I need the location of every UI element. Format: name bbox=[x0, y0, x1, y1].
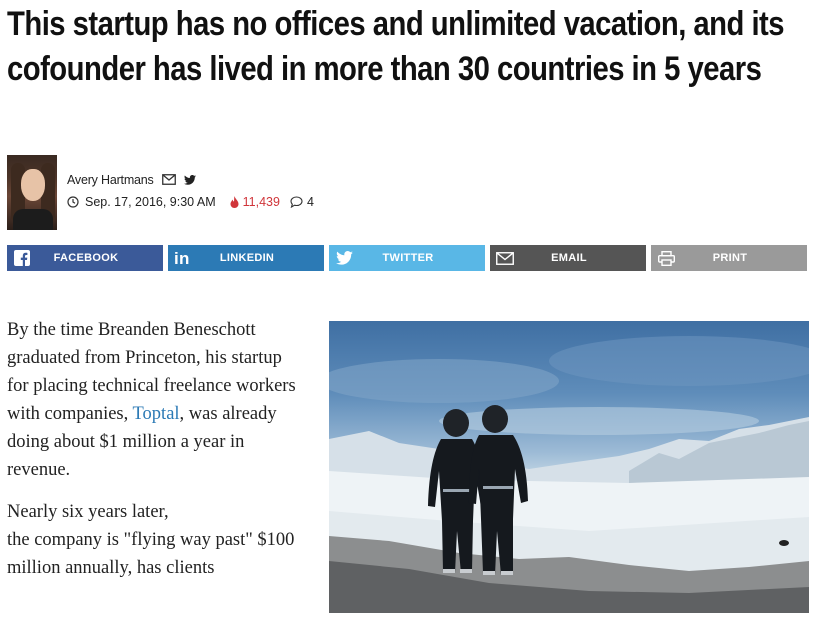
article-body: By the time Breanden Beneschott graduate… bbox=[7, 316, 307, 596]
paragraph-2: Nearly six years later, the company is "f… bbox=[7, 498, 307, 582]
article-photo[interactable] bbox=[329, 321, 809, 613]
article-headline: This startup has no offices and unlimite… bbox=[7, 5, 785, 88]
share-twitter-button[interactable]: TWITTER bbox=[329, 245, 485, 271]
publish-date: Sep. 17, 2016, 9:30 AM bbox=[85, 194, 216, 209]
twitter-bird-icon[interactable] bbox=[183, 174, 196, 185]
share-email-button[interactable]: EMAIL bbox=[490, 245, 646, 271]
comment-count[interactable]: 4 bbox=[290, 195, 314, 209]
printer-icon bbox=[651, 245, 681, 271]
twitter-icon bbox=[329, 245, 359, 271]
flame-icon bbox=[230, 195, 239, 208]
svg-text:in: in bbox=[174, 250, 190, 266]
clock-icon bbox=[67, 195, 79, 208]
share-bar: FACEBOOK in LINKEDIN TWITTER EMAIL PRINT bbox=[7, 245, 807, 271]
toptal-link[interactable]: Toptal bbox=[132, 404, 180, 424]
share-facebook-label: FACEBOOK bbox=[53, 252, 119, 264]
facebook-icon bbox=[7, 245, 37, 271]
view-count-value: 11,439 bbox=[242, 194, 280, 209]
paragraph-1: By the time Breanden Beneschott graduate… bbox=[7, 316, 307, 484]
share-twitter-label: TWITTER bbox=[382, 252, 434, 264]
paragraph-1-text-end: , was already doing about $1 million a y… bbox=[7, 404, 277, 480]
paragraph-1-text: By the time Breanden Beneschott graduate… bbox=[7, 320, 296, 424]
mail-icon[interactable] bbox=[161, 174, 176, 185]
share-email-label: EMAIL bbox=[551, 252, 587, 264]
share-linkedin-button[interactable]: in LINKEDIN bbox=[168, 245, 324, 271]
comment-count-value: 4 bbox=[306, 194, 314, 209]
paragraph-2-text: the company is "flying way past" $100 mi… bbox=[7, 530, 295, 578]
author-name[interactable]: Avery Hartmans bbox=[67, 172, 154, 187]
linkedin-icon: in bbox=[168, 245, 198, 271]
share-facebook-button[interactable]: FACEBOOK bbox=[7, 245, 163, 271]
share-linkedin-label: LINKEDIN bbox=[219, 252, 275, 264]
view-count: 11,439 bbox=[230, 195, 280, 209]
share-print-button[interactable]: PRINT bbox=[651, 245, 807, 271]
envelope-icon bbox=[490, 245, 520, 271]
author-byline: Avery Hartmans Sep. 17, 2016, 9:30 AM 11… bbox=[67, 171, 314, 210]
comment-bubble-icon bbox=[290, 195, 303, 208]
author-avatar[interactable] bbox=[7, 155, 57, 230]
share-print-label: PRINT bbox=[712, 252, 748, 264]
paragraph-2-line-1: Nearly six years later, bbox=[7, 502, 169, 522]
